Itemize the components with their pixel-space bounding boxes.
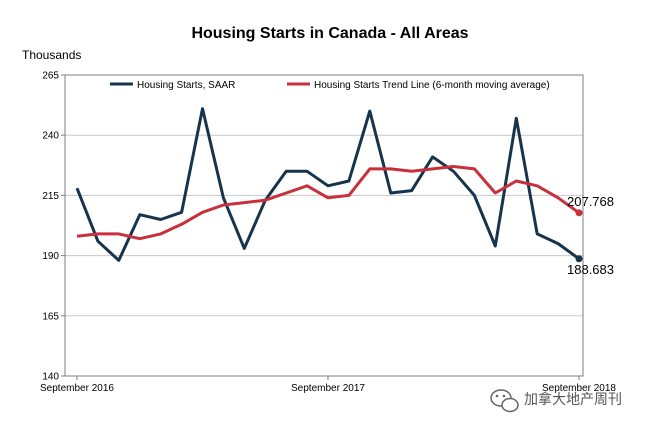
- series-lines: 188.683 207.768: [75, 107, 614, 277]
- chart-title: Housing Starts in Canada - All Areas: [191, 25, 468, 42]
- legend-label-saar: Housing Starts, SAAR: [137, 80, 235, 91]
- data-point: [575, 209, 583, 217]
- y-tick-label: 240: [42, 131, 59, 142]
- watermark: 加拿大地产周刊: [490, 389, 622, 413]
- legend: Housing Starts, SAAR Housing Starts Tren…: [110, 80, 550, 91]
- y-tick-label: 215: [42, 191, 59, 202]
- data-point: [575, 255, 583, 263]
- x-axis-ticks: September 2016 September 2017 September 20…: [40, 376, 616, 394]
- x-tick-label: September 2017: [291, 383, 365, 394]
- end-value-label: 207.768: [567, 194, 614, 209]
- wechat-icon: [490, 389, 519, 413]
- y-tick-label: 265: [42, 71, 59, 82]
- y-axis-ticks: 140 165 190 215 240 265: [42, 71, 65, 383]
- y-tick-label: 140: [42, 372, 59, 383]
- legend-label-trend: Housing Starts Trend Line (6-month movin…: [314, 80, 550, 91]
- series-line-0: [75, 107, 580, 262]
- y-tick-label: 165: [42, 311, 59, 322]
- x-tick-label: September 2018: [542, 383, 616, 394]
- y-tick-label: 190: [42, 251, 59, 262]
- watermark-text: 加拿大地产周刊: [524, 391, 622, 408]
- plot-area: [64, 74, 584, 377]
- y-axis-unit-label: Thousands: [22, 48, 81, 62]
- x-tick-label: September 2016: [40, 383, 114, 394]
- end-value-label: 188.683: [567, 262, 614, 277]
